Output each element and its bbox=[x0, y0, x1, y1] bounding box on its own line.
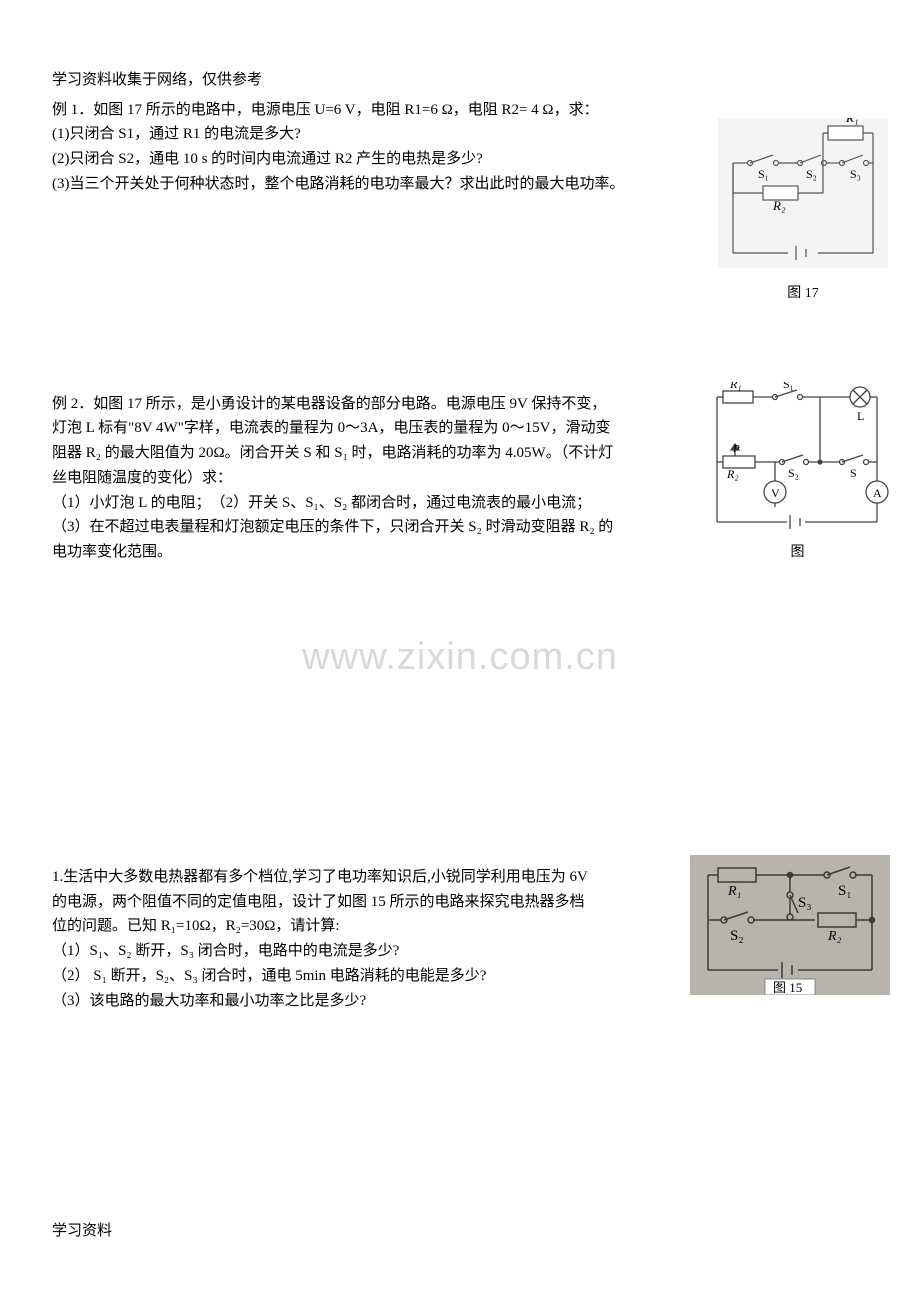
figure-2-caption: 图 bbox=[705, 541, 890, 565]
circuit-2-svg: R₁ S₁ L P R₂ S₂ S V A bbox=[705, 382, 890, 537]
problem-1-line-4: (3)当三个开关处于何种状态时，整个电路消耗的电功率最大？求出此时的最大电功率。 bbox=[52, 172, 712, 197]
problem-2-line-1: 例 2．如图 17 所示，是小勇设计的某电器设备的部分电路。电源电压 9V 保持… bbox=[52, 392, 712, 417]
l-label: L bbox=[857, 409, 864, 423]
s3-label: S₃ bbox=[850, 167, 861, 181]
r2-label: R₂ bbox=[772, 198, 786, 213]
s1-label-3: S₁ bbox=[838, 883, 852, 899]
problem-2: 例 2．如图 17 所示，是小勇设计的某电器设备的部分电路。电源电压 9V 保持… bbox=[52, 392, 868, 565]
s-label: S bbox=[850, 466, 857, 480]
r2-label-2: R₂ bbox=[726, 467, 739, 481]
circuit-1-svg: R₁ S₁ S₂ S₃ R₂ bbox=[718, 118, 888, 278]
problem-2-line-7: 电功率变化范围。 bbox=[52, 540, 712, 565]
r1-label: R₁ bbox=[845, 118, 858, 125]
circuit-figure-3: R₁ S₁ S₃ S₂ R₂ 图 15 bbox=[690, 855, 890, 995]
r1-label-2: R₁ bbox=[729, 382, 742, 391]
problem-2-line-6: （3）在不超过电表量程和灯泡额定电压的条件下，只闭合开关 S₂ 时滑动变阻器 R… bbox=[52, 515, 712, 540]
problem-3-line-2: 的电源，两个阻值不同的定值电阻，设计了如图 15 所示的电路来探究电热器多档 bbox=[52, 890, 672, 915]
s1-label: S₁ bbox=[758, 167, 769, 181]
watermark: www.zixin.com.cn bbox=[302, 625, 618, 690]
page-header: 学习资料收集于网络，仅供参考 bbox=[52, 68, 868, 94]
r2-label-3: R₂ bbox=[827, 929, 842, 944]
problem-3-line-3: 位的问题。已知 R₁=10Ω，R₂=30Ω，请计算: bbox=[52, 914, 672, 939]
problem-3-text: 1.生活中大多数电热器都有多个档位,学习了电功率知识后,小锐同学利用电压为 6V… bbox=[52, 865, 672, 1014]
problem-3-line-4: （1）S₁、S₂ 断开，S₃ 闭合时，电路中的电流是多少? bbox=[52, 939, 672, 964]
s2-label-3: S₂ bbox=[730, 928, 744, 944]
a-label: A bbox=[873, 486, 882, 500]
s1-label-2: S₁ bbox=[783, 382, 794, 391]
problem-2-line-4: 丝电阻随温度的变化）求： bbox=[52, 466, 712, 491]
problem-3-line-6: （3）该电路的最大功率和最小功率之比是多少? bbox=[52, 989, 672, 1014]
problem-1: 例 1．如图 17 所示的电路中，电源电压 U=6 V，电阻 R1=6 Ω，电阻… bbox=[52, 98, 868, 197]
p-label: P bbox=[732, 443, 740, 455]
problem-2-line-2: 灯泡 L 标有"8V 4W"字样，电流表的量程为 0～3A，电压表的量程为 0～… bbox=[52, 416, 712, 441]
problem-1-line-2: (1)只闭合 S1，通过 R1 的电流是多大? bbox=[52, 122, 712, 147]
figure-3-caption: 图 15 bbox=[773, 980, 802, 995]
s2-label: S₂ bbox=[806, 167, 817, 181]
problem-2-line-5: （1）小灯泡 L 的电阻； （2）开关 S、S₁、S₂ 都闭合时，通过电流表的最… bbox=[52, 491, 712, 516]
problem-2-text: 例 2．如图 17 所示，是小勇设计的某电器设备的部分电路。电源电压 9V 保持… bbox=[52, 392, 712, 565]
s3-label-3: S₃ bbox=[798, 895, 812, 911]
page-footer: 学习资料 bbox=[52, 1219, 112, 1245]
problem-2-line-3: 阻器 R₂ 的最大阻值为 20Ω。闭合开关 S 和 S₁ 时，电路消耗的功率为 … bbox=[52, 441, 712, 466]
v-label: V bbox=[771, 486, 780, 500]
circuit-figure-2: R₁ S₁ L P R₂ S₂ S V A 图 bbox=[705, 382, 890, 565]
problem-1-text: 例 1．如图 17 所示的电路中，电源电压 U=6 V，电阻 R1=6 Ω，电阻… bbox=[52, 98, 712, 197]
problem-3-line-1: 1.生活中大多数电热器都有多个档位,学习了电功率知识后,小锐同学利用电压为 6V bbox=[52, 865, 672, 890]
problem-1-line-1: 例 1．如图 17 所示的电路中，电源电压 U=6 V，电阻 R1=6 Ω，电阻… bbox=[52, 98, 712, 123]
r1-label-3: R₁ bbox=[727, 884, 741, 899]
s2-label-2: S₂ bbox=[788, 466, 799, 480]
problem-1-line-3: (2)只闭合 S2，通电 10 s 的时间内电流通过 R2 产生的电热是多少? bbox=[52, 147, 712, 172]
figure-1-caption: 图 17 bbox=[718, 282, 888, 306]
circuit-3-svg: R₁ S₁ S₃ S₂ R₂ 图 15 bbox=[690, 855, 890, 995]
circuit-figure-1: R₁ S₁ S₂ S₃ R₂ 图 17 bbox=[718, 118, 888, 306]
problem-3-line-5: （2） S₁ 断开，S₂、S₃ 闭合时，通电 5min 电路消耗的电能是多少? bbox=[52, 964, 672, 989]
problem-3: 1.生活中大多数电热器都有多个档位,学习了电功率知识后,小锐同学利用电压为 6V… bbox=[52, 865, 868, 1014]
